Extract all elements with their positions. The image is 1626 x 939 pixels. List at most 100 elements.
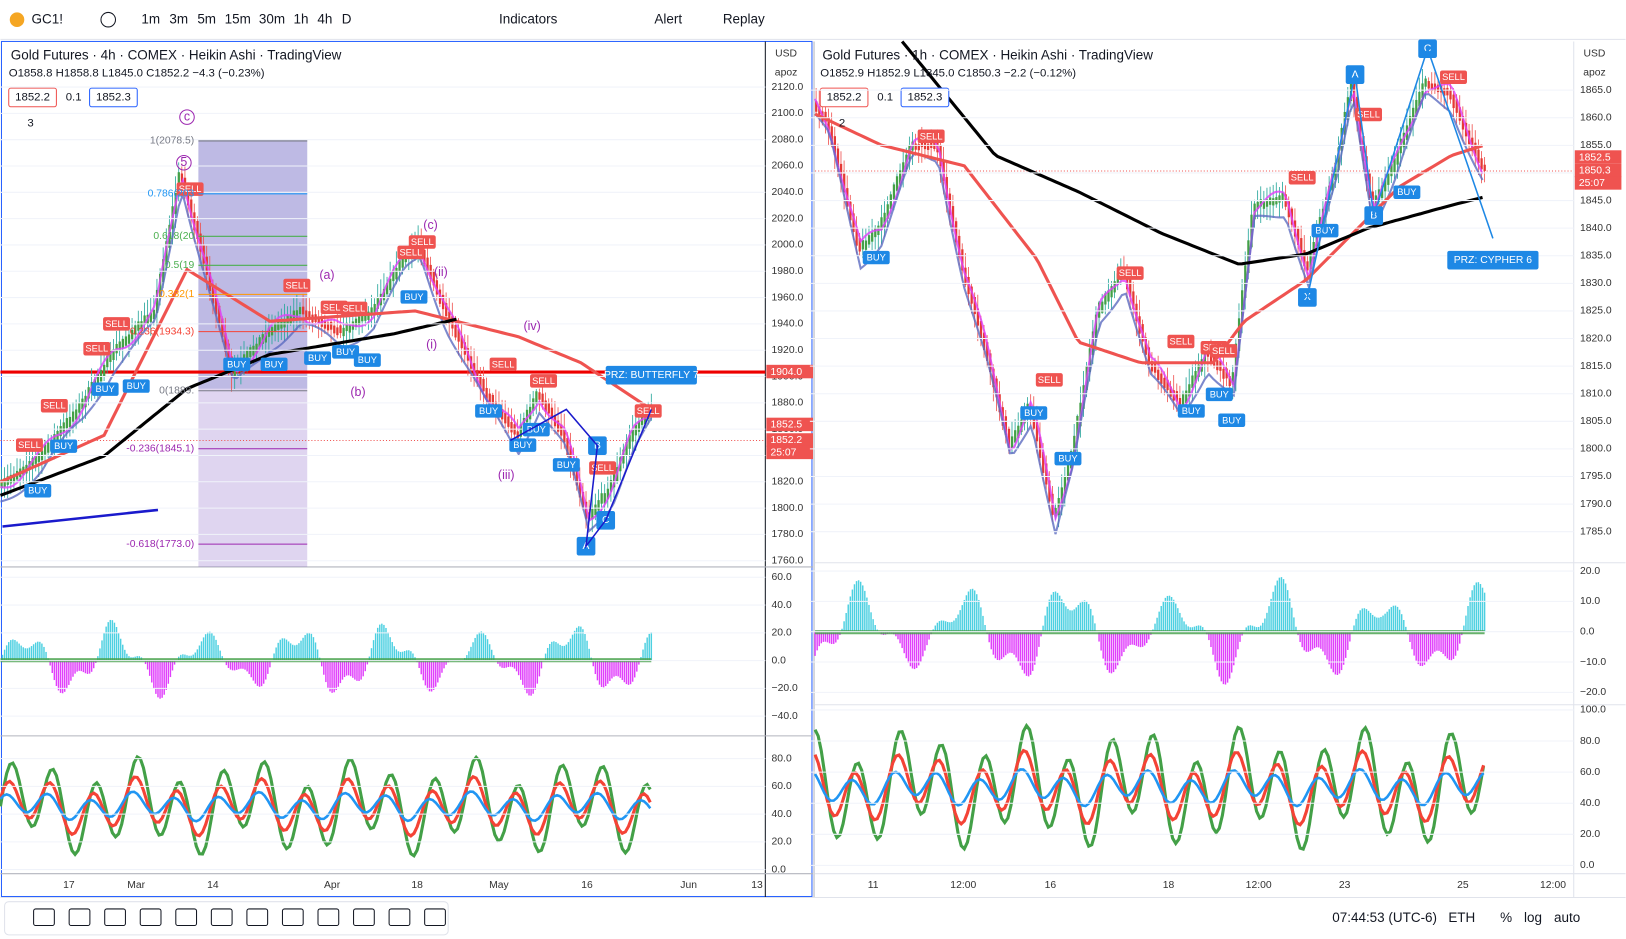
currency[interactable]: USD	[1584, 49, 1606, 60]
drawing-tool[interactable]	[210, 908, 233, 927]
signal-label	[862, 250, 890, 265]
timeframe-button[interactable]: 1h	[294, 11, 309, 26]
candle	[1281, 192, 1284, 200]
signal-label	[397, 245, 425, 260]
symbol[interactable]: GC1!	[32, 11, 63, 26]
price-tick-label: 2080.0	[772, 134, 804, 145]
candle	[1066, 463, 1070, 481]
signal-label	[1218, 413, 1246, 428]
pattern-line	[1306, 46, 1494, 298]
drawing-tool[interactable]	[317, 908, 340, 927]
ask[interactable]: 1852.3	[96, 91, 131, 103]
signal-text: SELL	[179, 184, 202, 194]
fib-label: 1(2078.5)	[150, 136, 194, 147]
drawing-tool[interactable]	[104, 908, 126, 927]
alert-button[interactable]: Alert	[654, 11, 682, 26]
candle	[1387, 172, 1390, 185]
prz-text: PRZ: CYPHER 6	[1454, 255, 1533, 266]
signal-text: BUY	[1182, 406, 1201, 416]
timeframe-button[interactable]: 1m	[141, 11, 160, 26]
replay-button[interactable]: Replay	[723, 11, 765, 26]
price-tick-label: 2000.0	[772, 240, 804, 251]
candle	[361, 312, 364, 322]
signal-label	[103, 317, 130, 331]
timeframe-button[interactable]: 5m	[197, 11, 216, 26]
wave-label: (iii)	[498, 468, 515, 482]
candle	[59, 426, 62, 437]
scale-mode[interactable]: apoz	[1583, 67, 1605, 78]
auto-button[interactable]: auto	[1554, 910, 1580, 925]
candle	[609, 480, 613, 492]
timeframe-button[interactable]: 4h	[317, 11, 332, 26]
drawing-tool[interactable]	[424, 908, 446, 927]
candle	[867, 235, 871, 245]
candle	[258, 337, 261, 347]
bid[interactable]: 1852.2	[15, 91, 50, 103]
signal-text: BUY	[96, 384, 115, 394]
candle	[1181, 393, 1185, 406]
candle	[1035, 420, 1039, 442]
candle	[843, 173, 846, 193]
timeframe-button[interactable]: 30m	[259, 11, 285, 26]
spread: 0.1	[877, 91, 893, 103]
price-tick-label: 1845.0	[1580, 195, 1612, 206]
candle	[106, 355, 109, 368]
candle	[485, 387, 488, 400]
indicator-count[interactable]: 2	[839, 117, 845, 129]
candle	[1101, 301, 1104, 313]
signal-label	[176, 182, 204, 196]
candle	[429, 264, 432, 280]
bid[interactable]: 1852.2	[827, 91, 862, 103]
candle	[336, 327, 339, 336]
price-tick-label: 0.0	[772, 864, 787, 875]
price-badge-label: 1852.2	[771, 435, 803, 446]
candle	[634, 424, 638, 436]
signal-text: SELL	[920, 131, 943, 141]
price-tick-label: 40.0	[772, 809, 792, 820]
drawing-tool[interactable]	[33, 908, 55, 927]
indicator-count[interactable]: 3	[27, 117, 33, 129]
price-tick-label: 1780.0	[772, 529, 804, 540]
currency[interactable]: USD	[775, 49, 797, 60]
scale-mode[interactable]: apoz	[775, 67, 797, 78]
price-tick-label: 2020.0	[772, 213, 804, 224]
candle	[1007, 428, 1011, 448]
candle	[62, 422, 65, 433]
drawing-tool[interactable]	[246, 908, 269, 927]
candle	[1160, 373, 1163, 384]
log-button[interactable]: log	[1524, 910, 1542, 925]
price-tick-label: 20.0	[1580, 829, 1600, 840]
drawing-tool[interactable]	[388, 908, 411, 927]
timeframe-button[interactable]: D	[342, 11, 352, 26]
candle	[43, 444, 47, 455]
price-tick-label: 20.0	[1580, 566, 1600, 577]
candle	[849, 201, 852, 221]
percent-button[interactable]: %	[1500, 910, 1512, 925]
candle	[597, 500, 600, 511]
drawing-tool[interactable]	[353, 908, 375, 927]
candle	[0, 479, 3, 489]
oscillator-line	[813, 767, 1485, 808]
drawing-tool[interactable]	[68, 908, 91, 927]
candle	[227, 343, 230, 363]
signal-label	[1311, 223, 1339, 238]
time-tick-label: 12:00	[1540, 880, 1566, 891]
candle	[1241, 290, 1244, 323]
indicators-button[interactable]: Indicators	[499, 11, 558, 26]
drawing-tool[interactable]	[139, 908, 162, 927]
timeframe-button[interactable]: 15m	[225, 11, 251, 26]
compare-button[interactable]	[100, 11, 117, 28]
session-button[interactable]: ETH	[1448, 910, 1475, 925]
price-tick-label: 1800.0	[772, 503, 804, 514]
candle	[1458, 107, 1461, 121]
candle	[426, 257, 429, 272]
pattern-point-label: B	[1370, 210, 1377, 221]
wave-label: (a)	[319, 268, 334, 282]
timeframe-button[interactable]: 3m	[169, 11, 188, 26]
drawing-tool[interactable]	[175, 908, 198, 927]
candle	[569, 445, 572, 463]
candle	[1017, 425, 1020, 439]
ask[interactable]: 1852.3	[908, 91, 943, 103]
candle	[1477, 149, 1480, 164]
drawing-tool[interactable]	[281, 908, 304, 927]
